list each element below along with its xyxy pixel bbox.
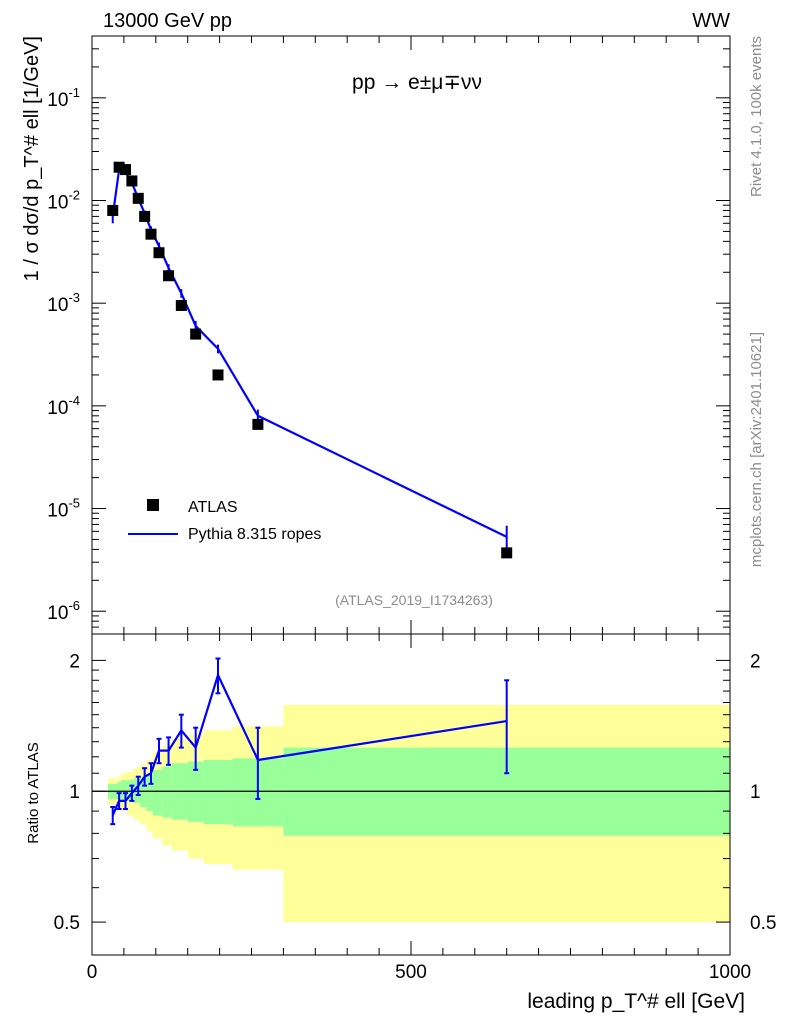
- main-ytick-label: 10-3: [47, 290, 80, 316]
- data-point: [107, 204, 119, 216]
- data-point: [153, 247, 165, 259]
- ratio-ytick-label: 1: [69, 782, 80, 803]
- main-ylabel: 1 / σ dσ/d p_T^# ell [1/GeV]: [21, 36, 43, 281]
- ratio-ylabel: Ratio to ATLAS: [25, 742, 42, 843]
- data-point: [145, 228, 157, 240]
- main-ytick-label: 10-6: [47, 598, 80, 624]
- analysis-id: (ATLAS_2019_I1734263): [335, 592, 493, 608]
- header-right: WW: [692, 10, 730, 32]
- legend: ATLAS Pythia 8.315 ropes: [128, 499, 321, 543]
- band-inner: [127, 780, 134, 801]
- main-frame: [91, 35, 731, 635]
- data-point: [501, 547, 513, 559]
- legend-atlas-marker: [147, 499, 159, 511]
- data-point: [113, 161, 125, 173]
- band-inner: [139, 776, 147, 807]
- band-inner: [146, 774, 153, 812]
- data-point: [252, 418, 264, 430]
- ratio-ytick-label: 2: [69, 651, 80, 672]
- main-ytick-label: 10-4: [47, 393, 80, 419]
- legend-mc-label: Pythia 8.315 ropes: [188, 526, 321, 543]
- data-point: [139, 210, 151, 222]
- band-inner: [203, 759, 233, 825]
- main-ytick-label: 10-1: [47, 85, 80, 111]
- ratio-xlabel: leading p_T^# ell [GeV]: [527, 990, 745, 1013]
- side-text-top: Rivet 4.1.0, 100k events: [748, 36, 765, 197]
- data-point: [190, 328, 202, 340]
- band-inner: [162, 766, 172, 818]
- ratio-ytick-label-right: 1: [750, 782, 761, 803]
- ratio-xtick-label: 1000: [709, 962, 751, 983]
- data-point: [119, 164, 131, 176]
- band-inner: [152, 769, 163, 816]
- ratio-ytick-label: 0.5: [54, 913, 80, 934]
- data-point: [126, 175, 138, 187]
- main-ytick-label: 10-2: [47, 187, 80, 213]
- main-plot: [107, 161, 513, 559]
- data-point: [175, 299, 187, 311]
- ratio-ytick-label-right: 0.5: [750, 913, 776, 934]
- ratio-mc-line: [111, 672, 507, 816]
- band-inner: [117, 782, 121, 799]
- side-text-bottom: mcplots.cern.ch [arXiv:2401.10621]: [748, 332, 765, 567]
- mc-line: [111, 168, 508, 538]
- header-left: 13000 GeV pp: [103, 10, 232, 32]
- band-inner: [120, 780, 128, 801]
- ratio-plot: [92, 657, 730, 826]
- data-point: [163, 270, 175, 282]
- process-label: pp → e±μ∓νν: [352, 71, 482, 94]
- ratio-xtick-label: 0: [87, 962, 98, 983]
- ratio-xtick-label: 500: [395, 962, 427, 983]
- data-point: [132, 192, 144, 204]
- ratio-uncertainty-bands: [107, 704, 730, 923]
- legend-atlas-label: ATLAS: [188, 499, 238, 516]
- ratio-ytick-label-right: 2: [750, 651, 761, 672]
- main-ytick-label: 10-5: [47, 496, 80, 522]
- data-point: [212, 369, 224, 381]
